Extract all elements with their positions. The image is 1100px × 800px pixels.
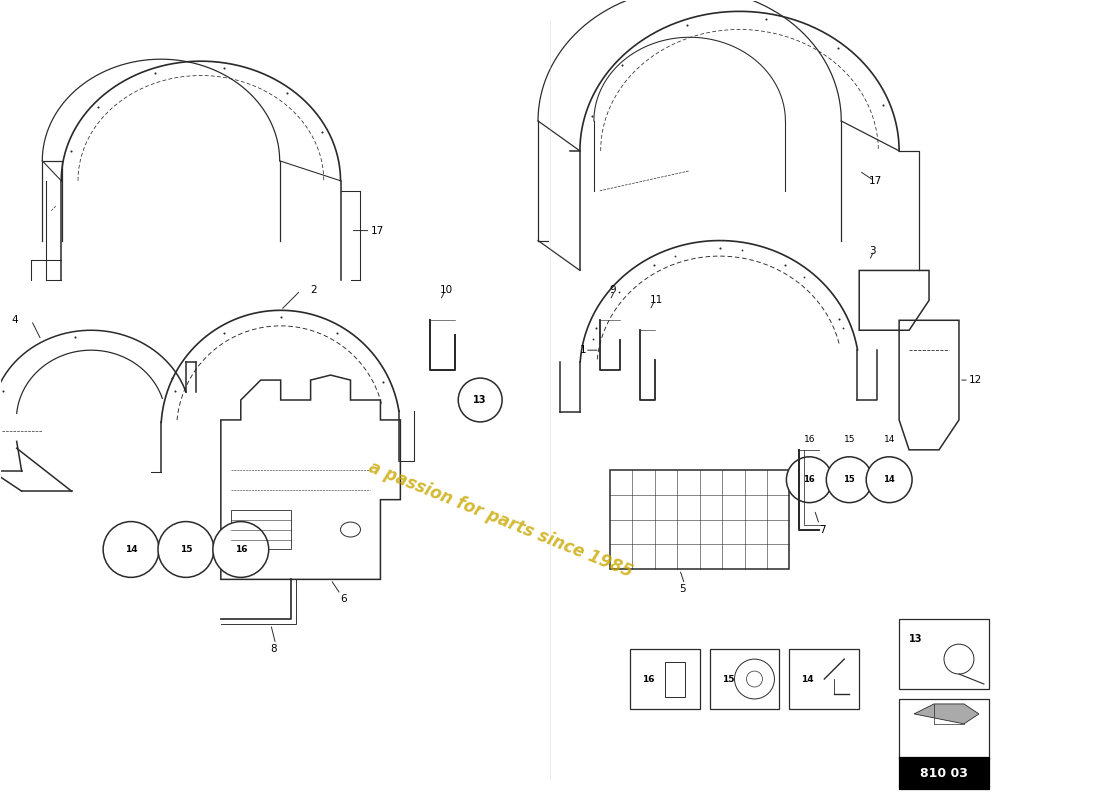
Text: 6: 6 [341, 594, 348, 604]
Text: 15: 15 [722, 674, 734, 683]
Bar [899, 619, 989, 689]
Circle shape [213, 522, 268, 578]
Text: 16: 16 [803, 475, 815, 484]
Bar [630, 649, 700, 709]
Text: 5: 5 [680, 584, 686, 594]
Text: 7: 7 [820, 525, 826, 534]
Text: 9: 9 [609, 286, 616, 295]
Circle shape [459, 378, 502, 422]
Circle shape [786, 457, 833, 502]
Text: 15: 15 [844, 475, 855, 484]
Text: 13: 13 [909, 634, 923, 644]
Text: 3: 3 [869, 246, 876, 255]
Bar [899, 699, 989, 758]
Text: 16: 16 [804, 435, 815, 444]
Text: 17: 17 [371, 226, 384, 235]
Text: 17: 17 [869, 176, 882, 186]
Text: 11: 11 [650, 295, 663, 306]
Text: 4: 4 [11, 315, 18, 326]
Text: 13: 13 [473, 395, 487, 405]
Bar [664, 662, 684, 697]
Text: 15: 15 [844, 435, 855, 444]
Bar [899, 757, 989, 789]
Text: a passion for parts since 1985: a passion for parts since 1985 [365, 458, 635, 581]
Bar [710, 649, 780, 709]
Text: 10: 10 [440, 286, 453, 295]
Text: 16: 16 [234, 545, 248, 554]
Circle shape [826, 457, 872, 502]
Text: 1: 1 [580, 345, 586, 355]
Text: 8: 8 [271, 644, 277, 654]
Bar [231, 510, 290, 550]
Circle shape [866, 457, 912, 502]
Circle shape [103, 522, 160, 578]
Text: 14: 14 [124, 545, 138, 554]
Circle shape [158, 522, 213, 578]
Text: 810 03: 810 03 [920, 767, 968, 780]
Text: 12: 12 [969, 375, 982, 385]
Polygon shape [914, 704, 979, 724]
Text: 14: 14 [802, 674, 814, 683]
Text: 15: 15 [179, 545, 192, 554]
Bar [790, 649, 859, 709]
Text: 14: 14 [883, 435, 894, 444]
Text: 2: 2 [310, 286, 317, 295]
Text: 16: 16 [641, 674, 654, 683]
Bar [609, 470, 790, 570]
Text: 14: 14 [883, 475, 895, 484]
